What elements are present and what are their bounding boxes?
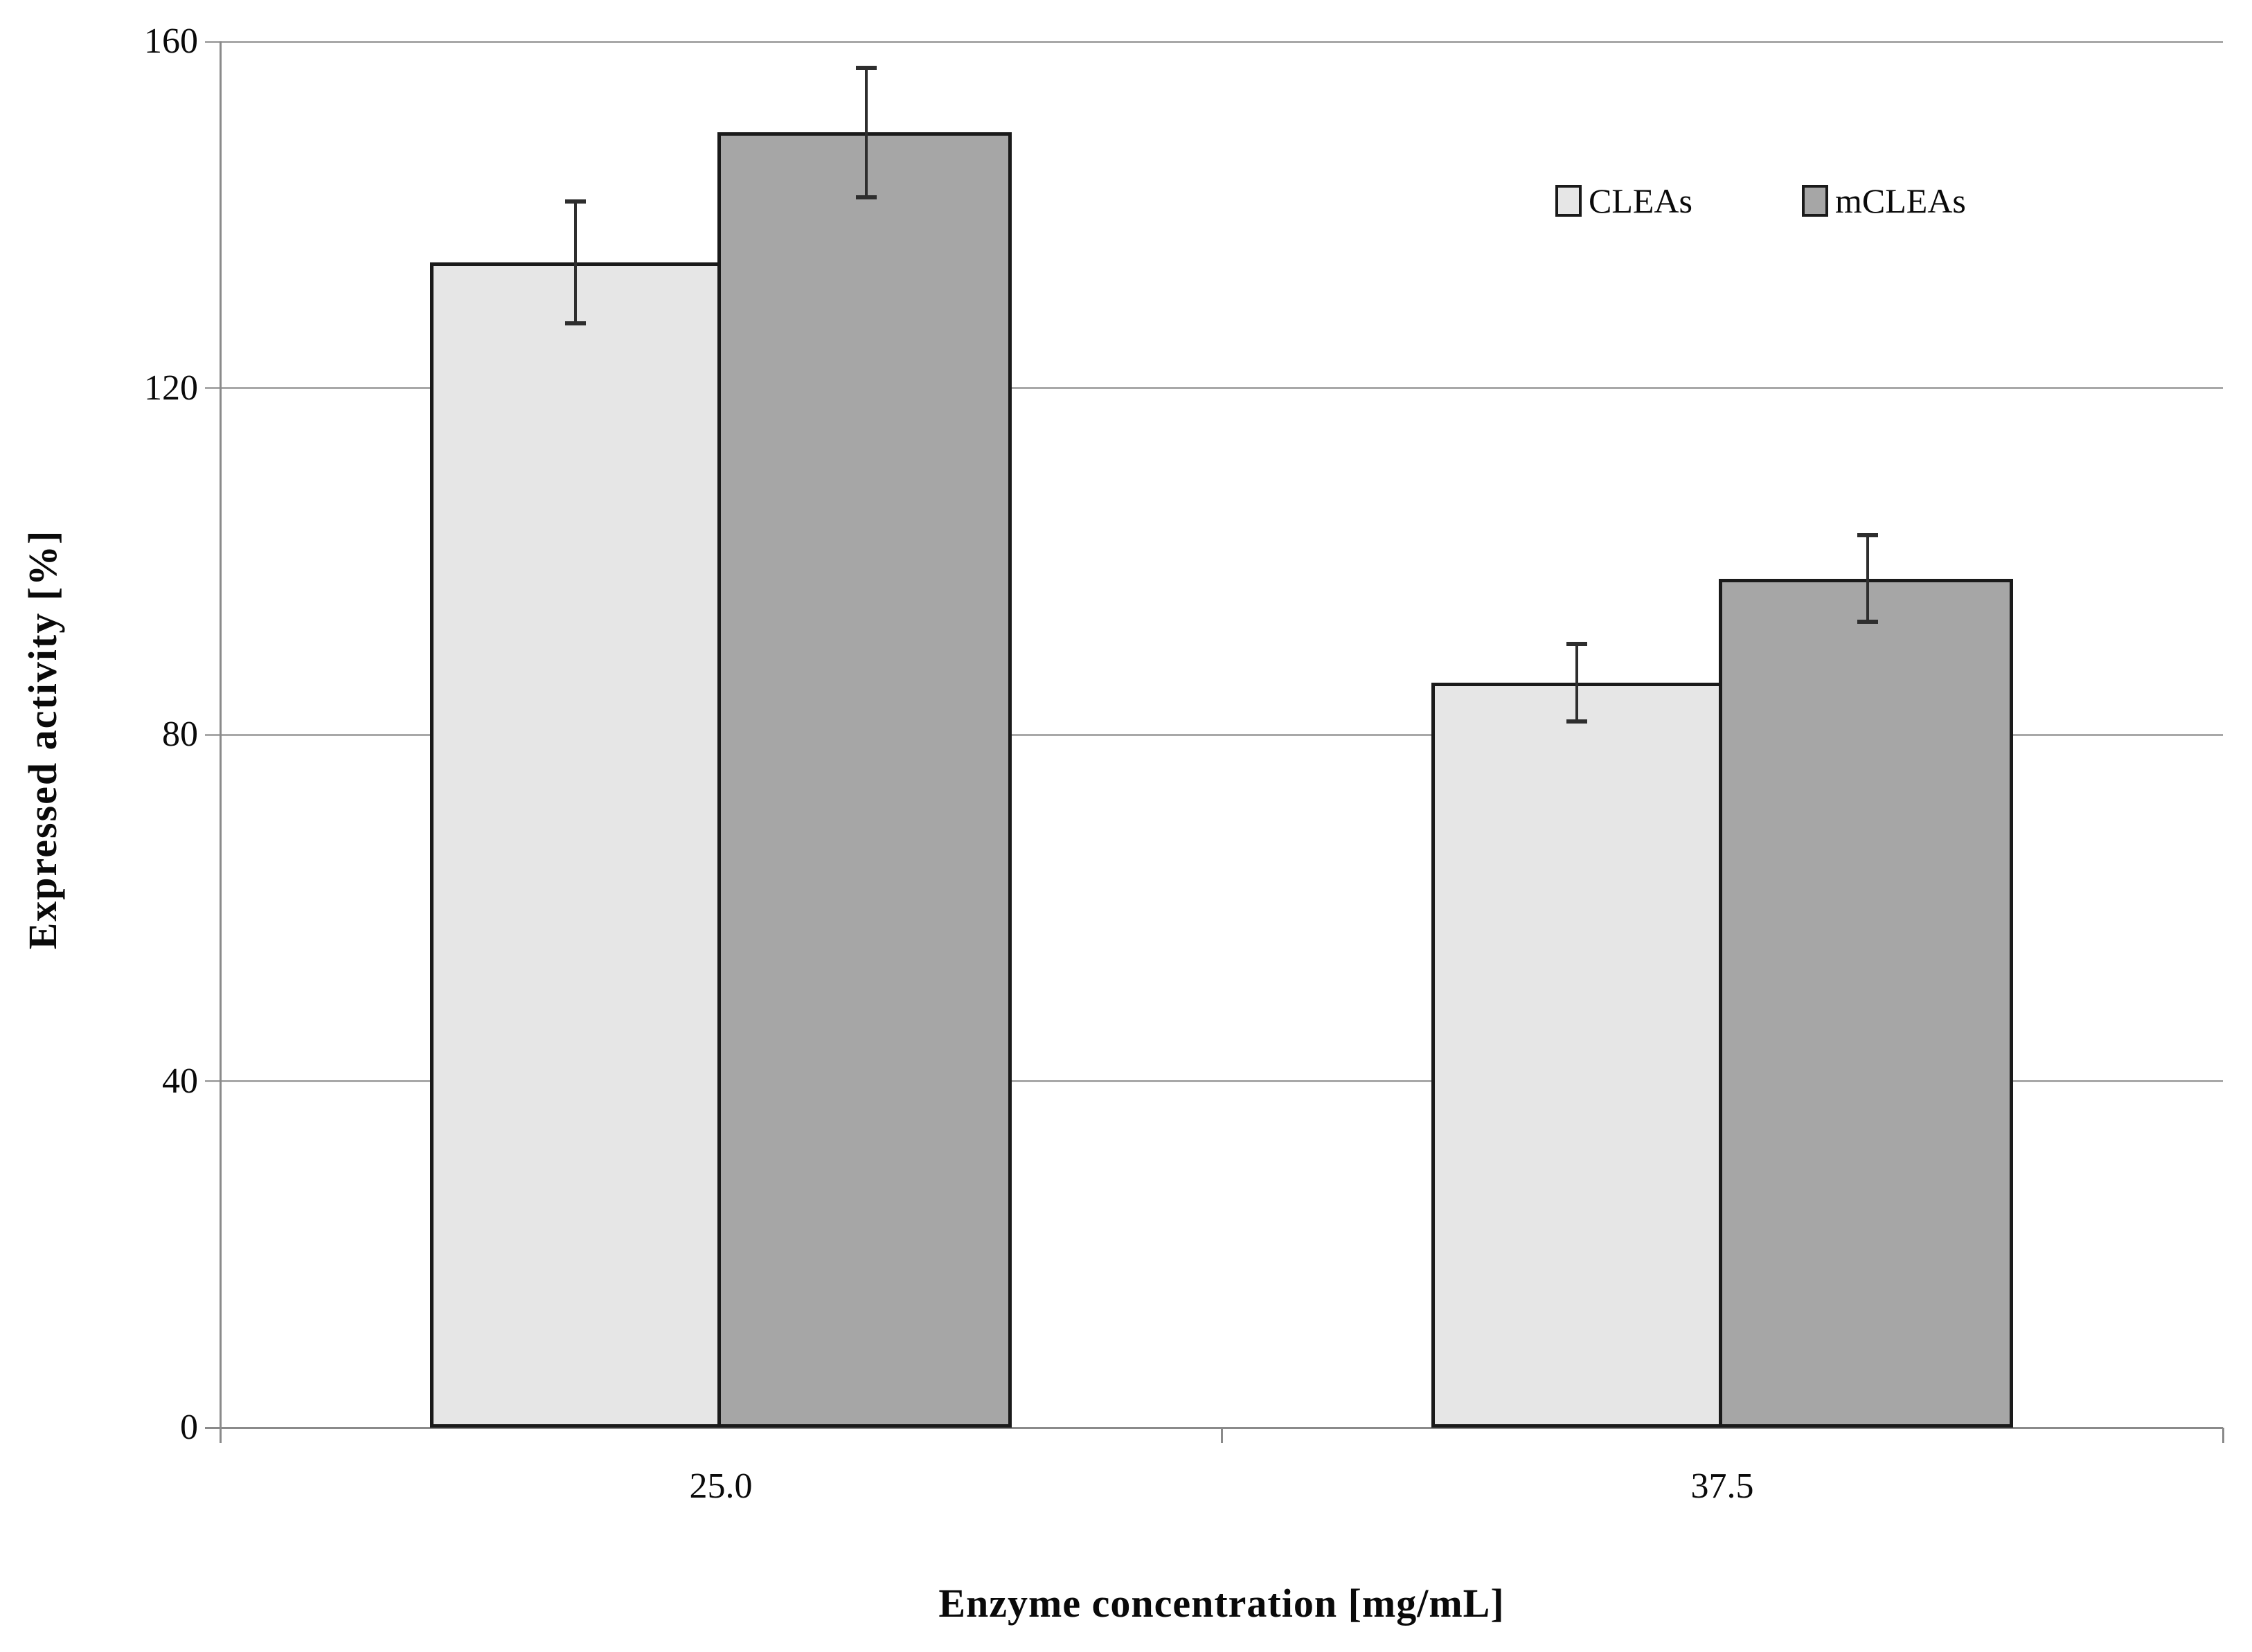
x-axis-line [205,1426,2223,1429]
error-bar-cap [1857,533,1878,538]
legend-item-mcleas: mCLEAs [1802,181,1966,220]
x-axis-tick [1220,1428,1223,1443]
error-bar-line [865,67,868,198]
error-bar-line [1575,643,1578,722]
error-bar-line [574,201,577,323]
error-bar-cap [1857,620,1878,625]
error-bar-cap [565,199,586,204]
y-tick-label: 0 [180,1408,198,1447]
gridline [205,387,2223,389]
y-axis-line [219,42,222,1443]
gridline [205,40,2223,43]
x-axis-title: Enzyme concentration [mg/mL] [938,1581,1505,1626]
error-bar-cap [856,65,877,70]
bar-cleas-37.5 [1431,682,1722,1428]
legend-label-cleas: CLEAs [1589,181,1692,220]
y-tick-label: 40 [162,1061,198,1101]
y-tick-label: 120 [144,368,198,408]
bar-mcleas-37.5 [1719,578,2013,1428]
legend-swatch-mcleas-icon [1802,185,1828,217]
gridline [205,1080,2223,1082]
x-tick-label-25.0: 25.0 [689,1466,753,1506]
error-bar-cap [1566,719,1587,724]
bar-mcleas-25.0 [717,132,1012,1428]
error-bar-cap [1566,641,1587,646]
y-tick-label: 160 [144,21,198,61]
x-axis-tick [2222,1428,2224,1443]
error-bar-cap [856,195,877,200]
gridline [205,733,2223,736]
bar-cleas-25.0 [430,262,721,1428]
legend: CLEAs mCLEAs [1555,181,1966,220]
legend-label-mcleas: mCLEAs [1835,181,1966,220]
x-tick-label-37.5: 37.5 [1690,1466,1754,1506]
error-bar-line [1866,535,1869,622]
error-bar-cap [565,321,586,325]
y-tick-label: 80 [162,715,198,754]
legend-item-cleas: CLEAs [1555,181,1692,220]
legend-swatch-cleas-icon [1555,185,1582,217]
